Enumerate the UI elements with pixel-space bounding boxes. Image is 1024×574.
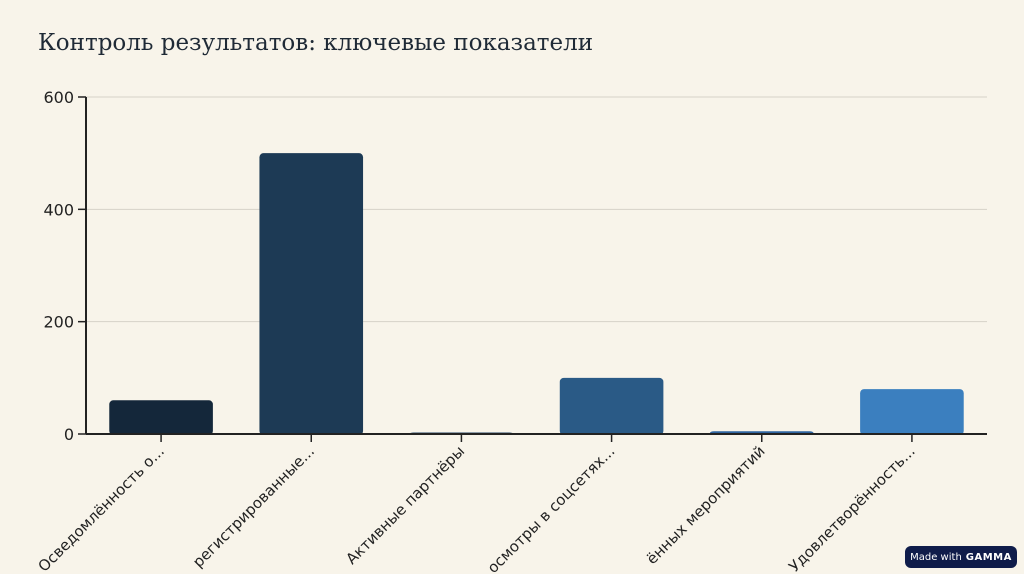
x-tick-label: Удовлетворённость... <box>785 442 918 574</box>
y-tick-label: 0 <box>64 425 74 444</box>
x-tick-label: регистрированные... <box>189 442 318 571</box>
x-ticks: Осведомлённость о... регистрированные... А… <box>35 434 919 574</box>
gamma-logo: GAMMA <box>965 551 1012 563</box>
x-tick-label: осмотры в соцсетях... <box>484 442 619 574</box>
bar <box>559 377 664 435</box>
bar <box>259 153 364 435</box>
badge-prefix: Made with <box>910 551 962 563</box>
x-tick-label: ённых мероприятий <box>643 442 769 568</box>
x-tick-label: Осведомлённость о... <box>35 442 168 574</box>
grid-lines <box>86 96 987 323</box>
bar <box>109 400 213 435</box>
y-tick-label: 200 <box>43 313 74 332</box>
page-title: Контроль результатов: ключевые показател… <box>38 30 594 56</box>
bar <box>860 389 964 435</box>
x-tick-label: Активные партнёры <box>342 442 468 568</box>
y-tick-label: 600 <box>43 88 74 107</box>
bars <box>109 153 964 435</box>
y-tick-label: 400 <box>43 200 74 219</box>
made-with-gamma-badge[interactable]: Made with GAMMA <box>905 546 1017 568</box>
y-ticks: 0 200 400 600 <box>43 88 86 444</box>
